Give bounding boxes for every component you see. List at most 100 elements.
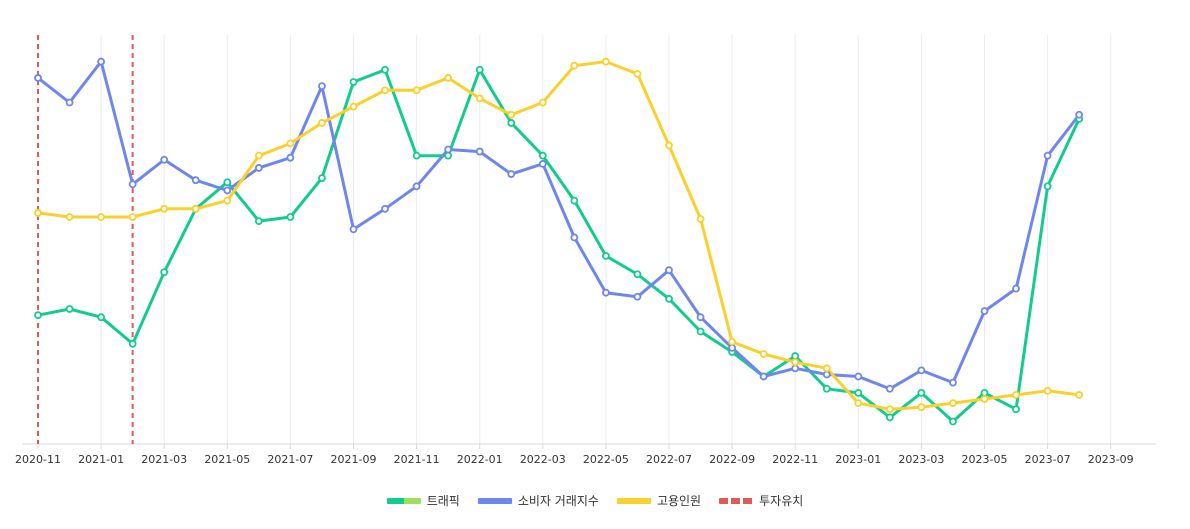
- legend-item-consumer-index[interactable]: 소비자 거래지수: [477, 492, 599, 509]
- legend-item-investment[interactable]: 투자유치: [719, 492, 803, 509]
- legend-swatch-employees: [616, 497, 651, 504]
- data-point-0: [885, 413, 894, 422]
- data-point-2: [65, 213, 74, 221]
- x-tick-label: 2021-09: [331, 453, 377, 466]
- legend-label-consumer-index: 소비자 거래지수: [517, 494, 599, 508]
- data-point-0: [412, 151, 421, 160]
- data-point-2: [97, 213, 105, 221]
- legend-item-traffic[interactable]: 트래픽: [386, 492, 460, 509]
- series-points: [34, 57, 1084, 426]
- data-point-2: [570, 61, 579, 70]
- data-point-1: [822, 370, 831, 379]
- data-point-1: [254, 164, 263, 172]
- x-axis: 2020-11 2021-01 2021-03 2021-05 2021-07 2021-…: [15, 443, 1156, 466]
- data-point-2: [318, 119, 326, 127]
- data-point-0: [97, 313, 105, 322]
- data-point-2: [254, 151, 263, 160]
- x-tick-label: 2022-09: [709, 453, 755, 466]
- legend-label-employees: 고용인원: [656, 494, 702, 508]
- data-point-2: [128, 213, 137, 221]
- data-point-2: [980, 395, 989, 403]
- data-point-1: [1012, 284, 1020, 293]
- data-point-2: [822, 364, 831, 373]
- data-point-0: [980, 388, 989, 397]
- data-point-0: [254, 217, 263, 225]
- x-tick-label: 2021-03: [141, 453, 187, 466]
- data-point-0: [570, 196, 579, 205]
- x-tick-label: 2021-05: [204, 453, 250, 466]
- data-point-2: [34, 209, 42, 217]
- data-point-1: [191, 176, 200, 185]
- data-point-1: [412, 182, 421, 191]
- data-point-1: [570, 233, 579, 242]
- series-line-2: [36, 60, 1081, 411]
- data-point-1: [917, 366, 926, 375]
- data-point-2: [191, 204, 200, 213]
- legend-swatch-consumer-index: [477, 497, 512, 504]
- legend-label-traffic: 트래픽: [426, 494, 460, 508]
- data-point-2: [1043, 386, 1052, 395]
- data-point-1: [318, 82, 326, 91]
- data-point-1: [980, 307, 989, 315]
- data-point-1: [538, 159, 547, 168]
- data-point-1: [160, 155, 169, 164]
- series-layer: [34, 57, 1084, 426]
- data-point-2: [1075, 391, 1084, 399]
- data-point-2: [349, 102, 358, 111]
- data-point-1: [34, 74, 42, 82]
- data-point-0: [538, 151, 547, 160]
- x-tick-label: 2022-07: [646, 453, 692, 466]
- data-point-2: [538, 98, 547, 107]
- data-point-1: [97, 57, 105, 66]
- x-tick-label: 2023-09: [1088, 453, 1134, 466]
- legend-swatch-traffic: [386, 497, 421, 504]
- legend: 트래픽 소비자 거래지수 고용인원 투자유치: [0, 492, 1190, 509]
- series-line-0: [36, 68, 1081, 423]
- data-point-0: [381, 65, 389, 74]
- data-point-0: [475, 65, 484, 74]
- data-point-2: [854, 399, 863, 408]
- data-point-0: [65, 305, 74, 313]
- data-point-2: [381, 86, 389, 95]
- legend-item-employees[interactable]: 고용인원: [616, 492, 702, 509]
- data-point-0: [1012, 405, 1020, 414]
- data-point-0: [791, 352, 800, 360]
- data-point-0: [286, 213, 295, 221]
- data-point-1: [791, 364, 800, 373]
- data-point-0: [917, 388, 926, 397]
- data-point-2: [633, 69, 642, 78]
- data-point-1: [1043, 151, 1052, 160]
- data-point-1: [349, 225, 358, 234]
- data-point-1: [507, 170, 516, 178]
- series-lines: [36, 60, 1081, 423]
- data-point-2: [759, 350, 768, 358]
- x-tick-label: 2021-11: [394, 453, 440, 466]
- x-tick-label: 2023-07: [1025, 453, 1071, 466]
- data-point-2: [160, 204, 169, 213]
- data-point-0: [507, 119, 516, 127]
- data-point-2: [1012, 391, 1020, 399]
- data-point-0: [223, 178, 232, 187]
- x-tick-label: 2022-05: [583, 453, 629, 466]
- data-point-1: [759, 372, 768, 381]
- data-point-1: [286, 153, 295, 162]
- data-point-2: [665, 141, 673, 150]
- data-point-1: [381, 204, 389, 213]
- x-tick-label: 2023-03: [898, 453, 944, 466]
- data-point-2: [728, 337, 736, 346]
- data-point-1: [444, 145, 453, 154]
- data-point-2: [475, 94, 484, 103]
- legend-label-investment: 투자유치: [759, 494, 804, 508]
- series-line-1: [36, 60, 1081, 391]
- data-point-2: [412, 86, 421, 95]
- data-point-0: [160, 268, 169, 277]
- x-tick-label: 2021-07: [267, 453, 313, 466]
- data-point-0: [349, 78, 358, 86]
- data-point-1: [1075, 110, 1084, 119]
- data-point-0: [665, 294, 673, 303]
- data-point-2: [696, 215, 705, 223]
- x-tick-label: 2021-01: [78, 453, 124, 466]
- data-point-0: [1043, 182, 1052, 191]
- data-point-1: [854, 372, 863, 381]
- data-point-0: [633, 270, 642, 279]
